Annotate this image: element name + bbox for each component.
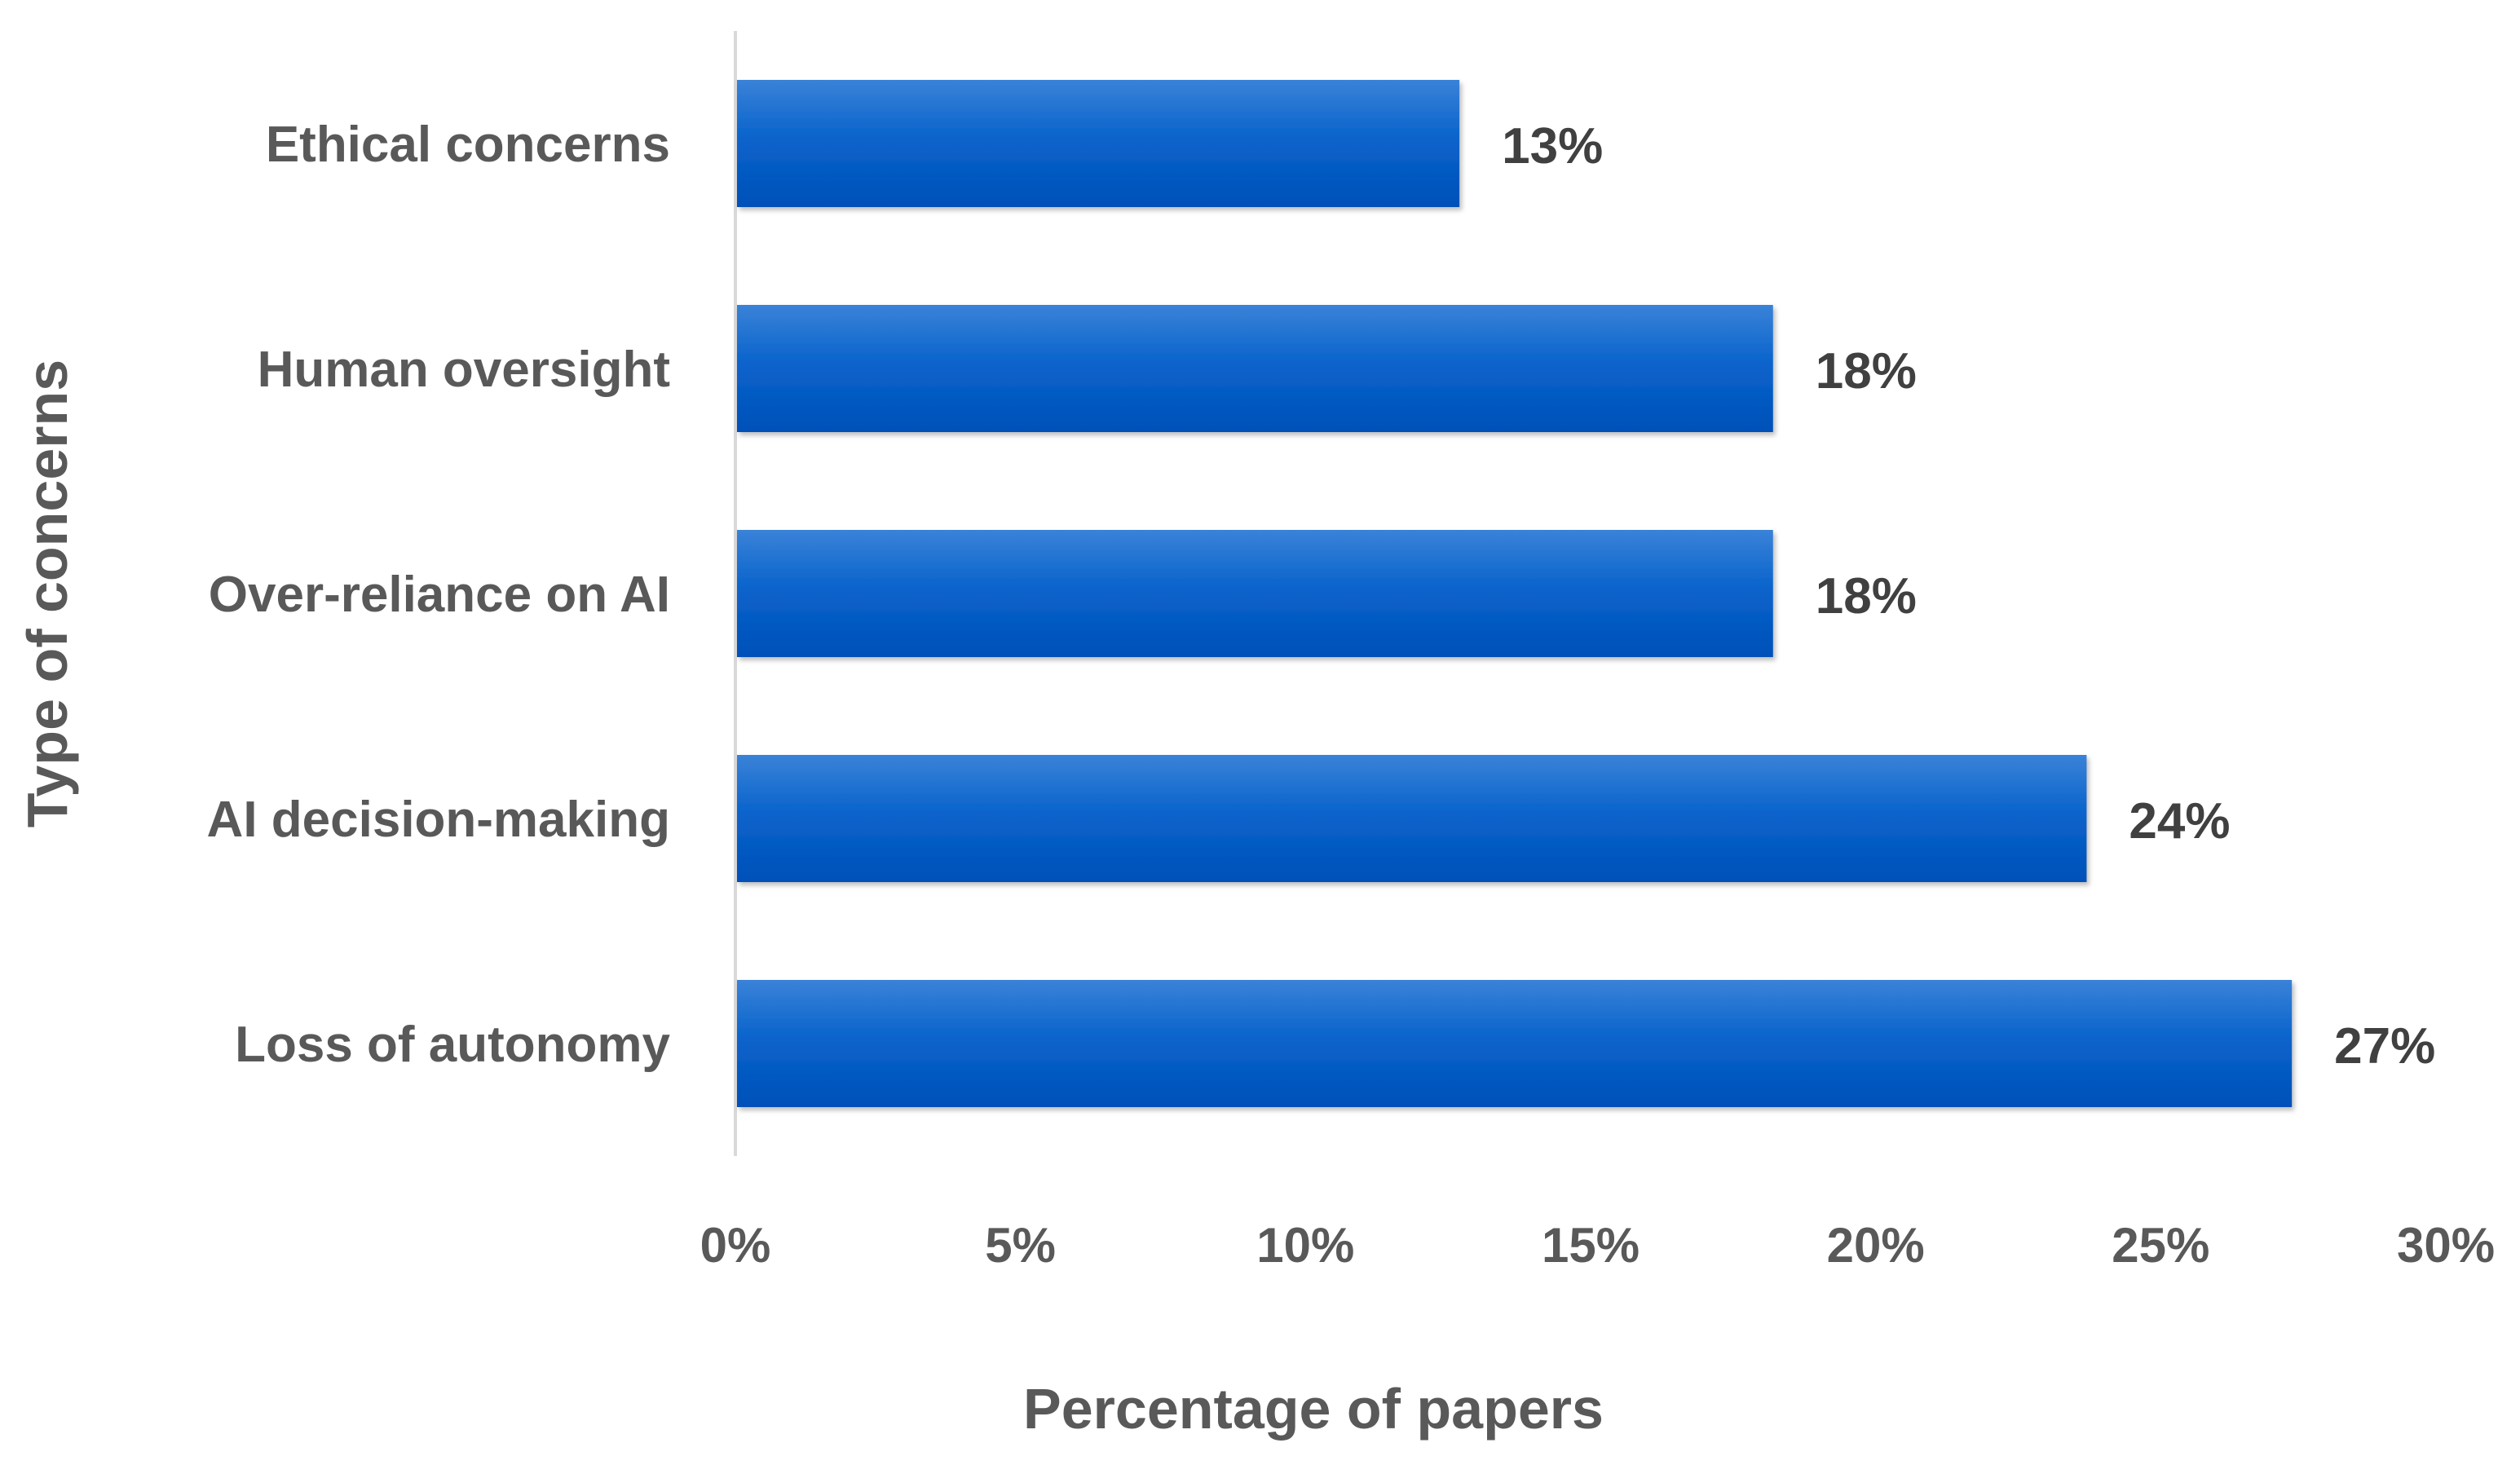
x-tick-label: 15%: [1542, 1218, 1640, 1273]
bar-ai-decision-making: [737, 755, 2087, 882]
bar-ethical-concerns: [737, 80, 1460, 207]
category-label: Over-reliance on AI: [209, 567, 670, 623]
data-label: 18%: [1816, 568, 1917, 624]
data-label: 27%: [2334, 1018, 2435, 1074]
data-label: 13%: [1502, 118, 1603, 174]
plot-area: Ethical concerns 13% Human oversight 18% Ove…: [207, 31, 2495, 1273]
x-axis-title: Percentage of papers: [1023, 1377, 1604, 1441]
category-label: Human oversight: [258, 342, 670, 398]
x-tick-label: 5%: [985, 1218, 1056, 1273]
bar-over-reliance-on-ai: [737, 530, 1773, 657]
x-tick-label: 10%: [1256, 1218, 1354, 1273]
x-tick-label: 30%: [2397, 1218, 2495, 1273]
y-axis-title: Type of concerns: [15, 360, 79, 827]
x-tick-label: 25%: [2112, 1218, 2209, 1273]
category-label: Loss of autonomy: [235, 1017, 670, 1073]
bar-human-oversight: [737, 305, 1773, 432]
x-tick-label: 0%: [700, 1218, 771, 1273]
category-label: AI decision-making: [207, 792, 670, 848]
bar-loss-of-autonomy: [737, 980, 2293, 1107]
category-label: Ethical concerns: [266, 117, 670, 173]
x-tick-label: 20%: [1827, 1218, 1925, 1273]
data-label: 18%: [1816, 343, 1917, 399]
data-label: 24%: [2129, 793, 2230, 849]
